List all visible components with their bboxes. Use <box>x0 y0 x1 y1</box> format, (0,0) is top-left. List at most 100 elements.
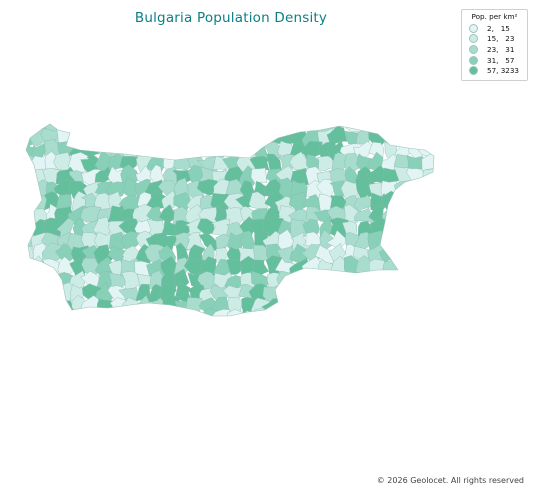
municipality-region <box>120 231 141 253</box>
municipality-region <box>406 256 426 274</box>
municipality-region <box>274 311 296 316</box>
municipality-region <box>435 259 452 276</box>
municipality-region <box>97 127 114 148</box>
legend-label: 2, 15 <box>487 23 510 33</box>
municipality-region <box>158 140 177 159</box>
municipality-region <box>43 307 63 316</box>
municipality-region <box>43 296 62 316</box>
municipality-region <box>252 124 269 134</box>
municipality-region <box>29 284 50 304</box>
municipality-region <box>319 297 336 316</box>
municipality-region <box>170 309 190 316</box>
legend-title: Pop. per km² <box>471 12 518 21</box>
municipality-region <box>383 296 400 316</box>
municipality-region <box>57 256 78 277</box>
municipality-region <box>236 124 260 136</box>
municipality-region <box>122 177 140 197</box>
municipality-region <box>421 284 434 302</box>
municipality-region <box>419 218 434 235</box>
municipality-region <box>144 311 163 316</box>
municipality-region <box>27 298 48 316</box>
municipality-region <box>222 126 247 146</box>
municipality-region <box>432 168 434 187</box>
municipality-region <box>43 282 65 303</box>
municipality-region <box>432 192 434 209</box>
municipality-region <box>326 229 348 249</box>
municipality-region <box>183 124 205 135</box>
municipality-region <box>366 308 386 316</box>
legend-swatch-icon <box>469 55 478 65</box>
municipality-region <box>418 128 434 148</box>
municipality-region <box>421 298 434 316</box>
municipality-region <box>405 192 427 211</box>
municipality-region <box>160 124 180 135</box>
municipality-region <box>407 131 429 146</box>
municipality-region <box>421 308 434 316</box>
municipality-region <box>68 124 90 135</box>
municipality-region <box>198 307 219 316</box>
municipality-region <box>421 193 434 214</box>
municipality-region <box>173 138 192 161</box>
municipality-region <box>431 297 434 315</box>
municipality-region <box>26 195 37 211</box>
municipality-region <box>317 284 338 304</box>
municipality-region <box>433 218 434 241</box>
municipality-region <box>26 179 36 199</box>
municipality-region <box>159 308 179 316</box>
legend-swatch-icon <box>469 66 478 76</box>
municipality-region <box>329 307 348 316</box>
municipality-region <box>212 124 232 135</box>
municipality-region <box>173 192 191 213</box>
municipality-region <box>186 311 203 316</box>
map-title: Bulgaria Population Density <box>134 10 328 26</box>
municipality-region <box>431 285 434 304</box>
municipality-region <box>380 310 403 316</box>
municipality-region <box>171 128 193 147</box>
municipality-region <box>316 155 335 171</box>
municipality-region <box>433 155 434 175</box>
municipality-region <box>222 285 244 300</box>
municipality-region <box>392 295 414 315</box>
municipality-region <box>367 286 387 301</box>
municipality-region <box>380 271 398 291</box>
municipality-region <box>32 269 49 287</box>
municipality-region <box>118 128 143 150</box>
municipality-region <box>354 295 373 315</box>
municipality-region <box>393 283 416 302</box>
municipality-region <box>352 311 374 316</box>
municipality-region <box>55 242 77 267</box>
municipality-region <box>262 309 283 316</box>
municipality-region <box>406 286 424 303</box>
municipality-region <box>108 309 126 316</box>
municipality-region <box>161 190 179 212</box>
municipality-region <box>81 311 104 316</box>
municipality-region <box>225 124 245 133</box>
municipality-region <box>432 138 434 161</box>
municipality-region <box>132 129 151 145</box>
municipality-region <box>279 124 297 137</box>
municipality-region <box>423 234 434 253</box>
municipality-region <box>41 242 64 265</box>
municipality-region <box>213 131 233 148</box>
legend-label: 15, 23 <box>487 34 515 44</box>
municipality-region <box>379 283 400 304</box>
municipality-region <box>105 124 126 134</box>
municipality-region <box>419 179 434 199</box>
municipality-region <box>225 207 245 226</box>
municipality-region <box>288 296 308 316</box>
legend-label: 23, 31 <box>487 44 515 54</box>
municipality-region <box>26 312 36 316</box>
municipality-region <box>26 296 37 316</box>
municipality-region <box>406 295 423 315</box>
municipality-region <box>305 271 322 291</box>
municipality-region <box>292 284 310 303</box>
municipality-region <box>370 298 386 316</box>
municipality-region <box>313 309 334 316</box>
municipality-region <box>105 181 127 198</box>
legend-item: 15, 23 <box>465 34 524 45</box>
municipality-region <box>393 126 415 146</box>
legend-swatch-icon <box>469 44 478 54</box>
municipality-region <box>394 220 414 236</box>
municipality-region <box>215 233 231 252</box>
